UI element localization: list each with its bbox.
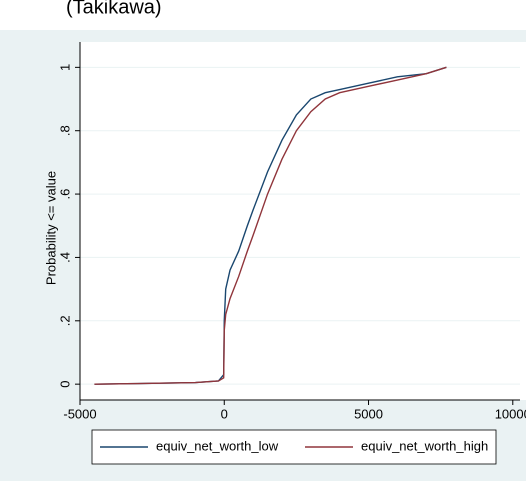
x-tick-label: 5000 [354,406,383,421]
legend-label: equiv_net_worth_high [361,438,488,453]
y-tick-label: .6 [57,189,72,200]
y-tick-label: .8 [57,125,72,136]
series-line [94,66,447,385]
plot-area [80,42,526,400]
y-tick-label: .4 [57,252,72,263]
y-tick-label: 1 [57,64,72,71]
y-tick-label: 0 [57,381,72,388]
legend-label: equiv_net_worth_low [156,438,279,453]
series-line [94,66,447,385]
y-axis-label: Probability <= value [43,171,58,285]
legend [91,429,497,465]
x-tick-label: -5000 [63,406,96,421]
y-tick-label: .2 [57,315,72,326]
x-tick-label: 0 [221,406,228,421]
chart-title: (Takikawa) [66,0,162,18]
x-tick-label: 10000 [495,406,526,421]
